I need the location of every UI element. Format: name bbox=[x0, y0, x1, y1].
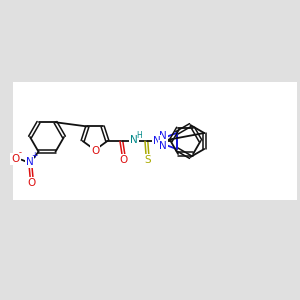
Text: H: H bbox=[136, 130, 142, 140]
Text: N: N bbox=[130, 135, 138, 145]
Text: O: O bbox=[91, 146, 99, 156]
Text: N: N bbox=[159, 131, 167, 141]
Text: O: O bbox=[27, 178, 36, 188]
Text: N: N bbox=[26, 157, 33, 167]
Text: O: O bbox=[11, 154, 20, 164]
Text: N: N bbox=[153, 136, 160, 146]
Text: +: + bbox=[31, 151, 38, 160]
Bar bbox=[13, 82, 297, 200]
Text: N: N bbox=[159, 141, 167, 151]
Text: O: O bbox=[119, 155, 128, 165]
Text: H: H bbox=[160, 130, 166, 140]
Text: -: - bbox=[19, 148, 22, 157]
Text: N: N bbox=[154, 135, 162, 145]
Text: S: S bbox=[144, 155, 151, 165]
